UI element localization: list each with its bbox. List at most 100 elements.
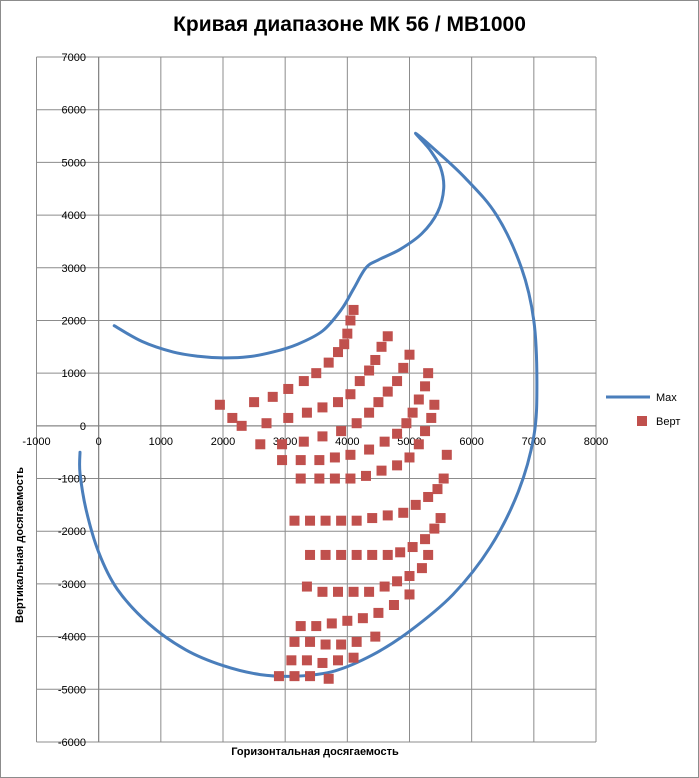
data-point-vert: [298, 376, 309, 387]
data-point-vert: [283, 412, 294, 423]
data-point-vert: [301, 581, 312, 592]
data-point-vert: [227, 412, 238, 423]
data-point-vert: [392, 576, 403, 587]
data-point-vert: [364, 365, 375, 376]
data-point-vert: [364, 407, 375, 418]
data-point-vert: [404, 589, 415, 600]
data-point-vert: [320, 549, 331, 560]
series-layer: [78, 131, 539, 684]
data-point-vert: [255, 439, 266, 450]
data-point-vert: [404, 571, 415, 582]
data-point-vert: [379, 436, 390, 447]
data-point-vert: [267, 391, 278, 402]
x-tick-label: 6000: [459, 436, 483, 448]
data-point-vert: [351, 515, 362, 526]
data-point-vert: [323, 357, 334, 368]
data-point-vert: [364, 586, 375, 597]
tick-label-layer: -6000 -5000 -4000 -3000 -2000 -1000 0 1000 2000 3…: [22, 52, 608, 749]
data-point-vert: [323, 673, 334, 684]
y-tick-label: 6000: [62, 105, 86, 117]
data-point-vert: [351, 636, 362, 647]
data-point-vert: [423, 368, 434, 379]
x-tick-label: -1000: [22, 436, 50, 448]
series-line-max: [78, 131, 539, 678]
data-point-vert: [348, 304, 359, 315]
y-tick-label: 3000: [62, 263, 86, 275]
data-point-vert: [295, 621, 306, 632]
data-point-vert: [277, 439, 288, 450]
data-point-vert: [395, 547, 406, 558]
data-point-vert: [370, 354, 381, 365]
y-tick-label: -4000: [58, 632, 86, 644]
data-point-vert: [345, 389, 356, 400]
data-point-vert: [420, 426, 431, 437]
data-point-vert: [329, 473, 340, 484]
data-point-vert: [289, 671, 300, 682]
data-point-vert: [289, 636, 300, 647]
data-point-vert: [336, 639, 347, 650]
data-point-vert: [360, 470, 371, 481]
data-point-vert: [420, 381, 431, 392]
grid-layer: [36, 56, 597, 743]
data-point-vert: [342, 615, 353, 626]
data-point-vert: [373, 607, 384, 618]
data-point-vert: [333, 655, 344, 666]
data-point-vert: [317, 431, 328, 442]
data-point-vert: [354, 376, 365, 387]
data-point-vert: [320, 639, 331, 650]
data-point-vert: [339, 339, 350, 350]
data-point-vert: [382, 331, 393, 342]
data-point-vert: [392, 460, 403, 471]
data-point-vert: [348, 652, 359, 663]
data-point-vert: [373, 397, 384, 408]
data-point-vert: [416, 563, 427, 574]
data-point-vert: [429, 399, 440, 410]
data-point-vert: [311, 621, 322, 632]
data-point-vert: [286, 655, 297, 666]
x-tick-label: 2000: [211, 436, 235, 448]
data-point-vert: [413, 394, 424, 405]
data-point-vert: [401, 418, 412, 429]
data-point-vert: [426, 412, 437, 423]
data-point-vert: [370, 631, 381, 642]
data-point-vert: [357, 613, 368, 624]
data-point-vert: [289, 515, 300, 526]
data-point-vert: [382, 549, 393, 560]
chart-title: Кривая диапазоне МК 56 / МВ1000: [173, 13, 526, 36]
data-point-vert: [376, 341, 387, 352]
data-point-vert: [336, 549, 347, 560]
data-point-vert: [398, 507, 409, 518]
data-point-vert: [261, 418, 272, 429]
data-point-vert: [314, 455, 325, 466]
data-point-vert: [317, 657, 328, 668]
data-point-vert: [413, 439, 424, 450]
data-point-vert: [379, 581, 390, 592]
y-tick-label: -3000: [58, 579, 86, 591]
data-point-vert: [329, 452, 340, 463]
data-point-vert: [273, 671, 284, 682]
y-tick-label: -5000: [58, 684, 86, 696]
data-point-vert: [249, 397, 260, 408]
data-point-vert: [320, 515, 331, 526]
data-point-vert: [298, 436, 309, 447]
data-point-vert: [336, 515, 347, 526]
data-point-vert: [295, 455, 306, 466]
y-tick-label: 4000: [62, 210, 86, 222]
data-point-vert: [376, 465, 387, 476]
data-point-vert: [423, 549, 434, 560]
data-point-vert: [214, 399, 225, 410]
data-point-vert: [392, 428, 403, 439]
axis-layer: [36, 57, 596, 742]
data-point-vert: [305, 515, 316, 526]
data-point-vert: [283, 383, 294, 394]
data-point-vert: [314, 473, 325, 484]
y-tick-label: 7000: [62, 52, 86, 64]
data-point-vert: [317, 402, 328, 413]
data-point-vert: [398, 362, 409, 373]
data-point-vert: [404, 349, 415, 360]
data-point-vert: [305, 636, 316, 647]
data-point-vert: [351, 549, 362, 560]
y-tick-label: -6000: [58, 737, 86, 749]
data-point-vert: [301, 407, 312, 418]
